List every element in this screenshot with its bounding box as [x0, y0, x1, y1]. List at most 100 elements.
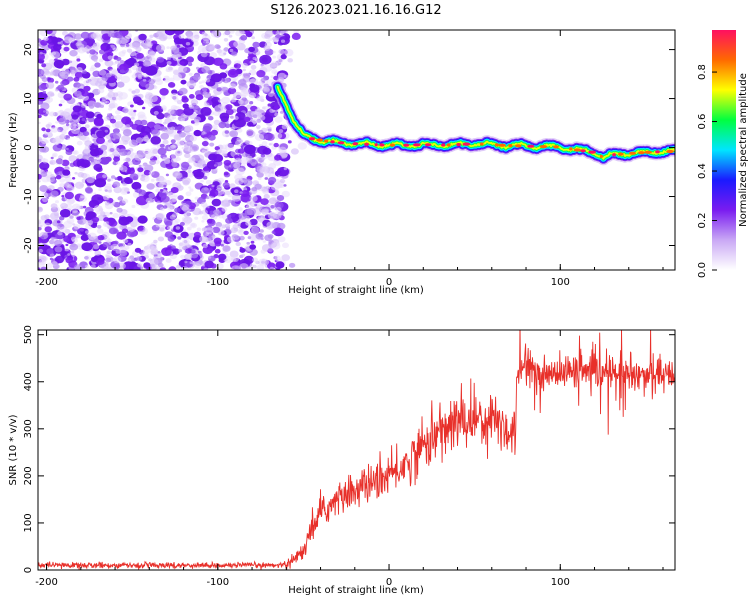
- noise-speckle: [189, 46, 194, 50]
- noise-speckle: [102, 174, 107, 179]
- noise-speckle: [73, 77, 80, 82]
- noise-speckle: [209, 189, 219, 197]
- noise-speckle: [158, 34, 168, 42]
- noise-speckle: [74, 171, 78, 175]
- noise-speckle: [55, 142, 59, 146]
- noise-speckle: [196, 227, 202, 232]
- noise-speckle: [39, 185, 49, 192]
- noise-speckle: [119, 165, 128, 172]
- noise-speckle: [101, 96, 108, 101]
- noise-speckle: [170, 60, 178, 67]
- noise-speckle: [40, 215, 48, 221]
- noise-speckle: [96, 130, 106, 139]
- noise-speckle: [230, 97, 237, 103]
- noise-speckle: [218, 49, 227, 57]
- noise-speckle: [50, 126, 59, 133]
- noise-speckle: [54, 239, 63, 247]
- noise-speckle: [193, 129, 202, 137]
- ridge-hotspot: [352, 142, 359, 146]
- noise-speckle: [84, 186, 93, 194]
- noise-speckle: [260, 154, 266, 158]
- noise-speckle: [120, 186, 130, 194]
- noise-speckle: [200, 187, 210, 195]
- noise-speckle: [293, 30, 299, 34]
- noise-speckle: [267, 154, 277, 162]
- noise-speckle: [224, 143, 235, 151]
- snr-y-label: SNR (10 * v/v): [8, 414, 19, 485]
- noise-speckle: [212, 226, 221, 234]
- noise-speckle: [205, 179, 212, 185]
- noise-speckle: [268, 197, 278, 205]
- noise-speckle: [124, 106, 128, 109]
- noise-speckle: [218, 121, 227, 129]
- noise-speckle: [205, 207, 210, 211]
- noise-speckle: [40, 266, 48, 270]
- noise-speckle: [274, 39, 279, 43]
- noise-speckle: [185, 191, 192, 197]
- noise-speckle: [190, 36, 199, 43]
- noise-speckle: [196, 160, 207, 169]
- noise-speckle: [38, 248, 44, 253]
- noise-speckle: [87, 128, 91, 132]
- noise-speckle: [227, 87, 237, 95]
- noise-speckle: [233, 162, 241, 169]
- noise-speckle: [249, 84, 260, 93]
- noise-speckle: [205, 196, 210, 200]
- ridge-hotspot: [644, 150, 652, 154]
- noise-speckle: [89, 67, 95, 72]
- noise-speckle: [67, 76, 74, 82]
- noise-speckle: [137, 215, 148, 224]
- noise-speckle: [172, 73, 182, 81]
- noise-speckle: [216, 184, 223, 190]
- noise-speckle: [64, 191, 74, 200]
- noise-speckle: [59, 134, 67, 140]
- ridge-hotspot: [599, 154, 604, 158]
- noise-speckle: [28, 57, 35, 63]
- noise-speckle: [104, 189, 108, 192]
- noise-speckle: [91, 194, 104, 205]
- noise-speckle: [241, 62, 248, 69]
- noise-speckle: [218, 99, 223, 103]
- ridge-hotspot: [480, 142, 484, 146]
- noise-speckle: [273, 105, 279, 110]
- noise-speckle: [256, 96, 263, 102]
- noise-speckle: [99, 58, 104, 63]
- noise-speckle: [190, 99, 199, 106]
- noise-speckle: [81, 90, 89, 97]
- noise-speckle: [267, 103, 272, 107]
- spectrogram-y-label: Frequency (Hz): [8, 112, 19, 188]
- noise-speckle: [94, 178, 107, 188]
- noise-speckle: [236, 128, 243, 133]
- y-tick-label: 100: [23, 513, 34, 532]
- noise-speckle: [160, 132, 169, 140]
- ridge-hotspot: [379, 143, 385, 147]
- noise-speckle: [277, 166, 289, 177]
- noise-speckle: [93, 102, 101, 108]
- noise-speckle: [130, 112, 137, 118]
- noise-speckle: [44, 226, 53, 233]
- noise-speckle: [119, 265, 124, 269]
- noise-speckle: [51, 261, 58, 266]
- noise-speckle: [182, 246, 186, 250]
- noise-speckle: [229, 219, 233, 223]
- noise-speckle: [223, 38, 229, 42]
- noise-speckle: [194, 263, 201, 269]
- noise-speckle: [46, 262, 54, 269]
- noise-speckle: [189, 188, 194, 192]
- ridge-hotspot: [498, 143, 506, 147]
- noise-speckle: [157, 252, 163, 257]
- x-tick-label: 0: [386, 277, 392, 288]
- noise-speckle: [209, 210, 214, 215]
- noise-speckle: [174, 207, 181, 213]
- noise-speckle: [74, 33, 83, 40]
- ridge-hotspot: [337, 141, 345, 145]
- noise-speckle: [112, 212, 119, 219]
- noise-speckle: [71, 114, 79, 120]
- noise-speckle: [232, 224, 239, 230]
- noise-speckle: [39, 51, 43, 55]
- noise-speckle: [273, 142, 279, 148]
- noise-speckle: [149, 258, 159, 266]
- noise-speckle: [158, 262, 164, 268]
- noise-speckle: [174, 172, 183, 179]
- noise-speckle: [84, 140, 93, 147]
